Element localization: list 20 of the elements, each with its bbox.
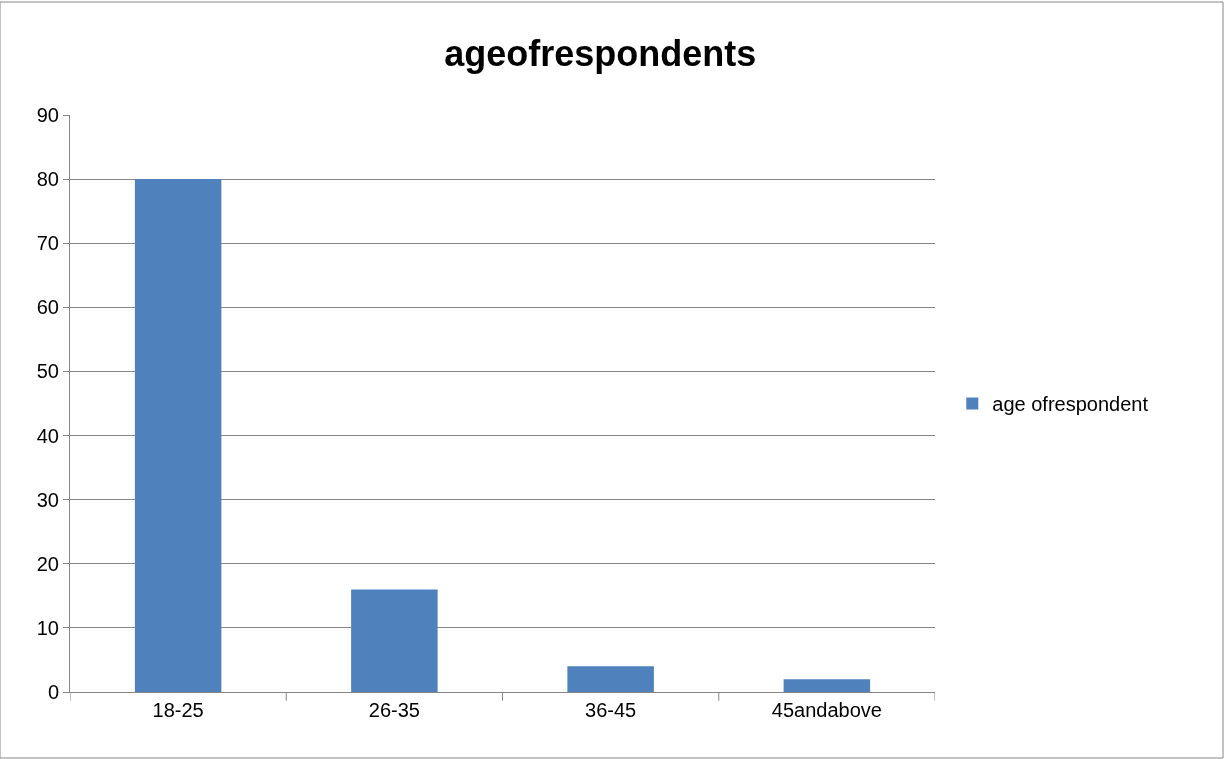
y-tick-label: 60 [36,296,59,319]
x-tick-label: 26-35 [368,699,420,721]
chart-title: ageofrespondents [444,32,757,74]
legend-label: age ofrespondent [992,393,1149,416]
y-tick-label: 10 [36,616,59,639]
y-tick-label: 0 [47,681,59,703]
y-tick-label: 90 [36,104,59,126]
bar [351,589,438,692]
y-tick-label: 80 [36,168,59,191]
bar [567,666,654,692]
bar [783,679,871,692]
x-tick-label: 18-25 [152,699,204,721]
y-tick-label: 20 [36,552,59,575]
y-tick-label: 70 [36,232,59,255]
y-tick-label: 40 [36,424,59,447]
bar [134,179,222,692]
x-tick-label: 45andabove [771,699,882,721]
x-tick-label: 36-45 [585,699,637,721]
y-tick-label: 30 [36,488,59,511]
y-tick-label: 50 [36,360,59,383]
